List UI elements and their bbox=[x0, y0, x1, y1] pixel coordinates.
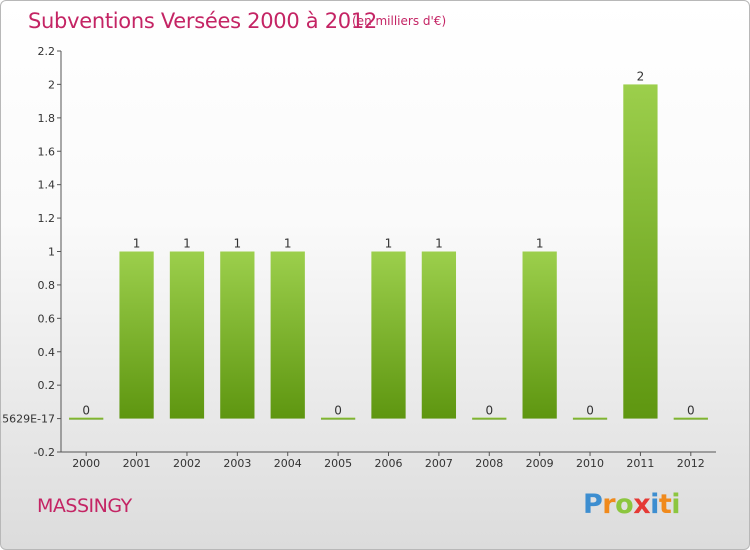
bar-value-label: 0 bbox=[334, 404, 342, 418]
bar bbox=[673, 417, 708, 420]
y-tick-label: -0.2 bbox=[34, 446, 55, 459]
bar bbox=[472, 417, 507, 420]
y-tick-label: -1.15629E-17 bbox=[1, 413, 55, 426]
bar bbox=[270, 251, 305, 419]
y-tick-label: 1.4 bbox=[38, 179, 56, 192]
bar bbox=[119, 251, 154, 419]
y-tick-label: 1.8 bbox=[38, 112, 56, 125]
bar-value-label: 1 bbox=[183, 237, 191, 251]
bar-value-label: 1 bbox=[133, 237, 141, 251]
x-tick-label: 2012 bbox=[677, 457, 705, 470]
y-tick-label: 0.2 bbox=[38, 379, 56, 392]
y-tick-label: 0.4 bbox=[38, 346, 56, 359]
logo-letter: r bbox=[602, 489, 616, 520]
logo-letter: t bbox=[658, 489, 672, 520]
commune-name: MASSINGY bbox=[37, 495, 132, 517]
x-tick-label: 2005 bbox=[324, 457, 352, 470]
logo-letter: x bbox=[633, 489, 651, 520]
bar-value-label: 0 bbox=[82, 404, 90, 418]
y-tick-label: 1.6 bbox=[38, 145, 56, 158]
bar bbox=[522, 251, 557, 419]
bar bbox=[69, 417, 104, 420]
bar-value-label: 1 bbox=[284, 237, 292, 251]
y-tick-label: 0.6 bbox=[38, 312, 56, 325]
bar-value-label: 2 bbox=[637, 69, 645, 83]
bar-value-label: 1 bbox=[385, 237, 393, 251]
bar-value-label: 1 bbox=[536, 237, 544, 251]
x-tick-label: 2008 bbox=[475, 457, 503, 470]
x-tick-label: 2002 bbox=[173, 457, 201, 470]
bar bbox=[169, 251, 205, 419]
x-tick-label: 2003 bbox=[223, 457, 251, 470]
chart-title: Subventions Versées 2000 à 2012 bbox=[28, 9, 377, 33]
y-tick-label: 1 bbox=[48, 246, 55, 259]
x-tick-label: 2000 bbox=[72, 457, 100, 470]
bar bbox=[623, 84, 658, 419]
x-tick-label: 2010 bbox=[576, 457, 604, 470]
y-tick-label: 1.2 bbox=[38, 212, 56, 225]
x-tick-label: 2001 bbox=[123, 457, 151, 470]
bar-value-label: 1 bbox=[435, 237, 443, 251]
x-tick-label: 2007 bbox=[425, 457, 453, 470]
x-tick-label: 2009 bbox=[526, 457, 554, 470]
logo-letter: i bbox=[671, 489, 681, 520]
bar-value-label: 1 bbox=[234, 237, 242, 251]
x-tick-label: 2006 bbox=[375, 457, 403, 470]
chart-subtitle: (en milliers d'€) bbox=[352, 14, 447, 28]
bar bbox=[220, 251, 255, 419]
bar bbox=[320, 417, 356, 420]
logo-letter: P bbox=[583, 489, 603, 520]
logo-letter: i bbox=[650, 489, 659, 520]
bar-value-label: 0 bbox=[586, 404, 594, 418]
y-tick-label: 2 bbox=[48, 78, 55, 91]
y-tick-label: 2.2 bbox=[38, 45, 56, 58]
bar bbox=[421, 251, 457, 419]
logo-letter: o bbox=[615, 489, 634, 520]
y-tick-label: 0.8 bbox=[38, 279, 56, 292]
bar-value-label: 0 bbox=[687, 404, 695, 418]
proxiti-logo: Proxiti bbox=[583, 489, 681, 520]
bar-value-label: 0 bbox=[485, 404, 493, 418]
x-tick-label: 2004 bbox=[274, 457, 302, 470]
bar bbox=[371, 251, 406, 419]
x-tick-label: 2011 bbox=[626, 457, 654, 470]
bar bbox=[572, 417, 608, 420]
